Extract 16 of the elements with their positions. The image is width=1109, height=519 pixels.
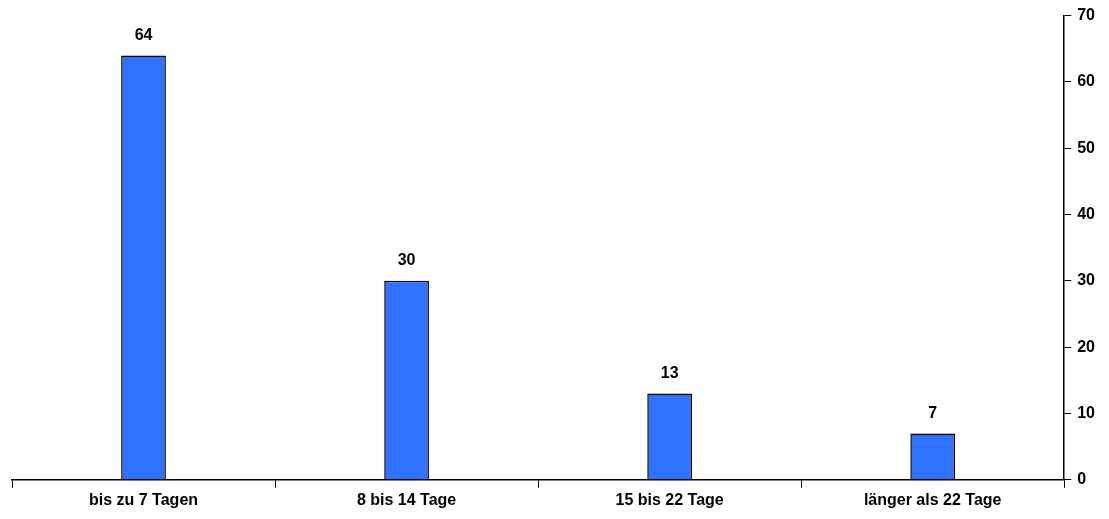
y-tick-label: 40 (1077, 204, 1096, 222)
y-tick-label: 10 (1077, 403, 1096, 421)
data-label: 7 (928, 403, 938, 421)
y-tick-label: 30 (1077, 271, 1096, 289)
x-tick-label: 8 bis 14 Tage (356, 490, 457, 508)
x-tick-label: 15 bis 22 Tage (615, 490, 724, 508)
y-tick-label: 50 (1077, 138, 1096, 156)
y-tick-label: 20 (1077, 337, 1096, 355)
x-tick-label: länger als 22 Tage (863, 490, 1002, 508)
data-label: 64 (134, 25, 153, 43)
data-label: 30 (397, 251, 416, 269)
y-tick-label: 70 (1077, 6, 1096, 24)
data-label: 13 (660, 364, 679, 381)
x-tick-label: bis zu 7 Tagen (88, 490, 199, 508)
y-tick-label: 60 (1077, 72, 1096, 90)
y-tick-label: 0 (1077, 470, 1087, 488)
